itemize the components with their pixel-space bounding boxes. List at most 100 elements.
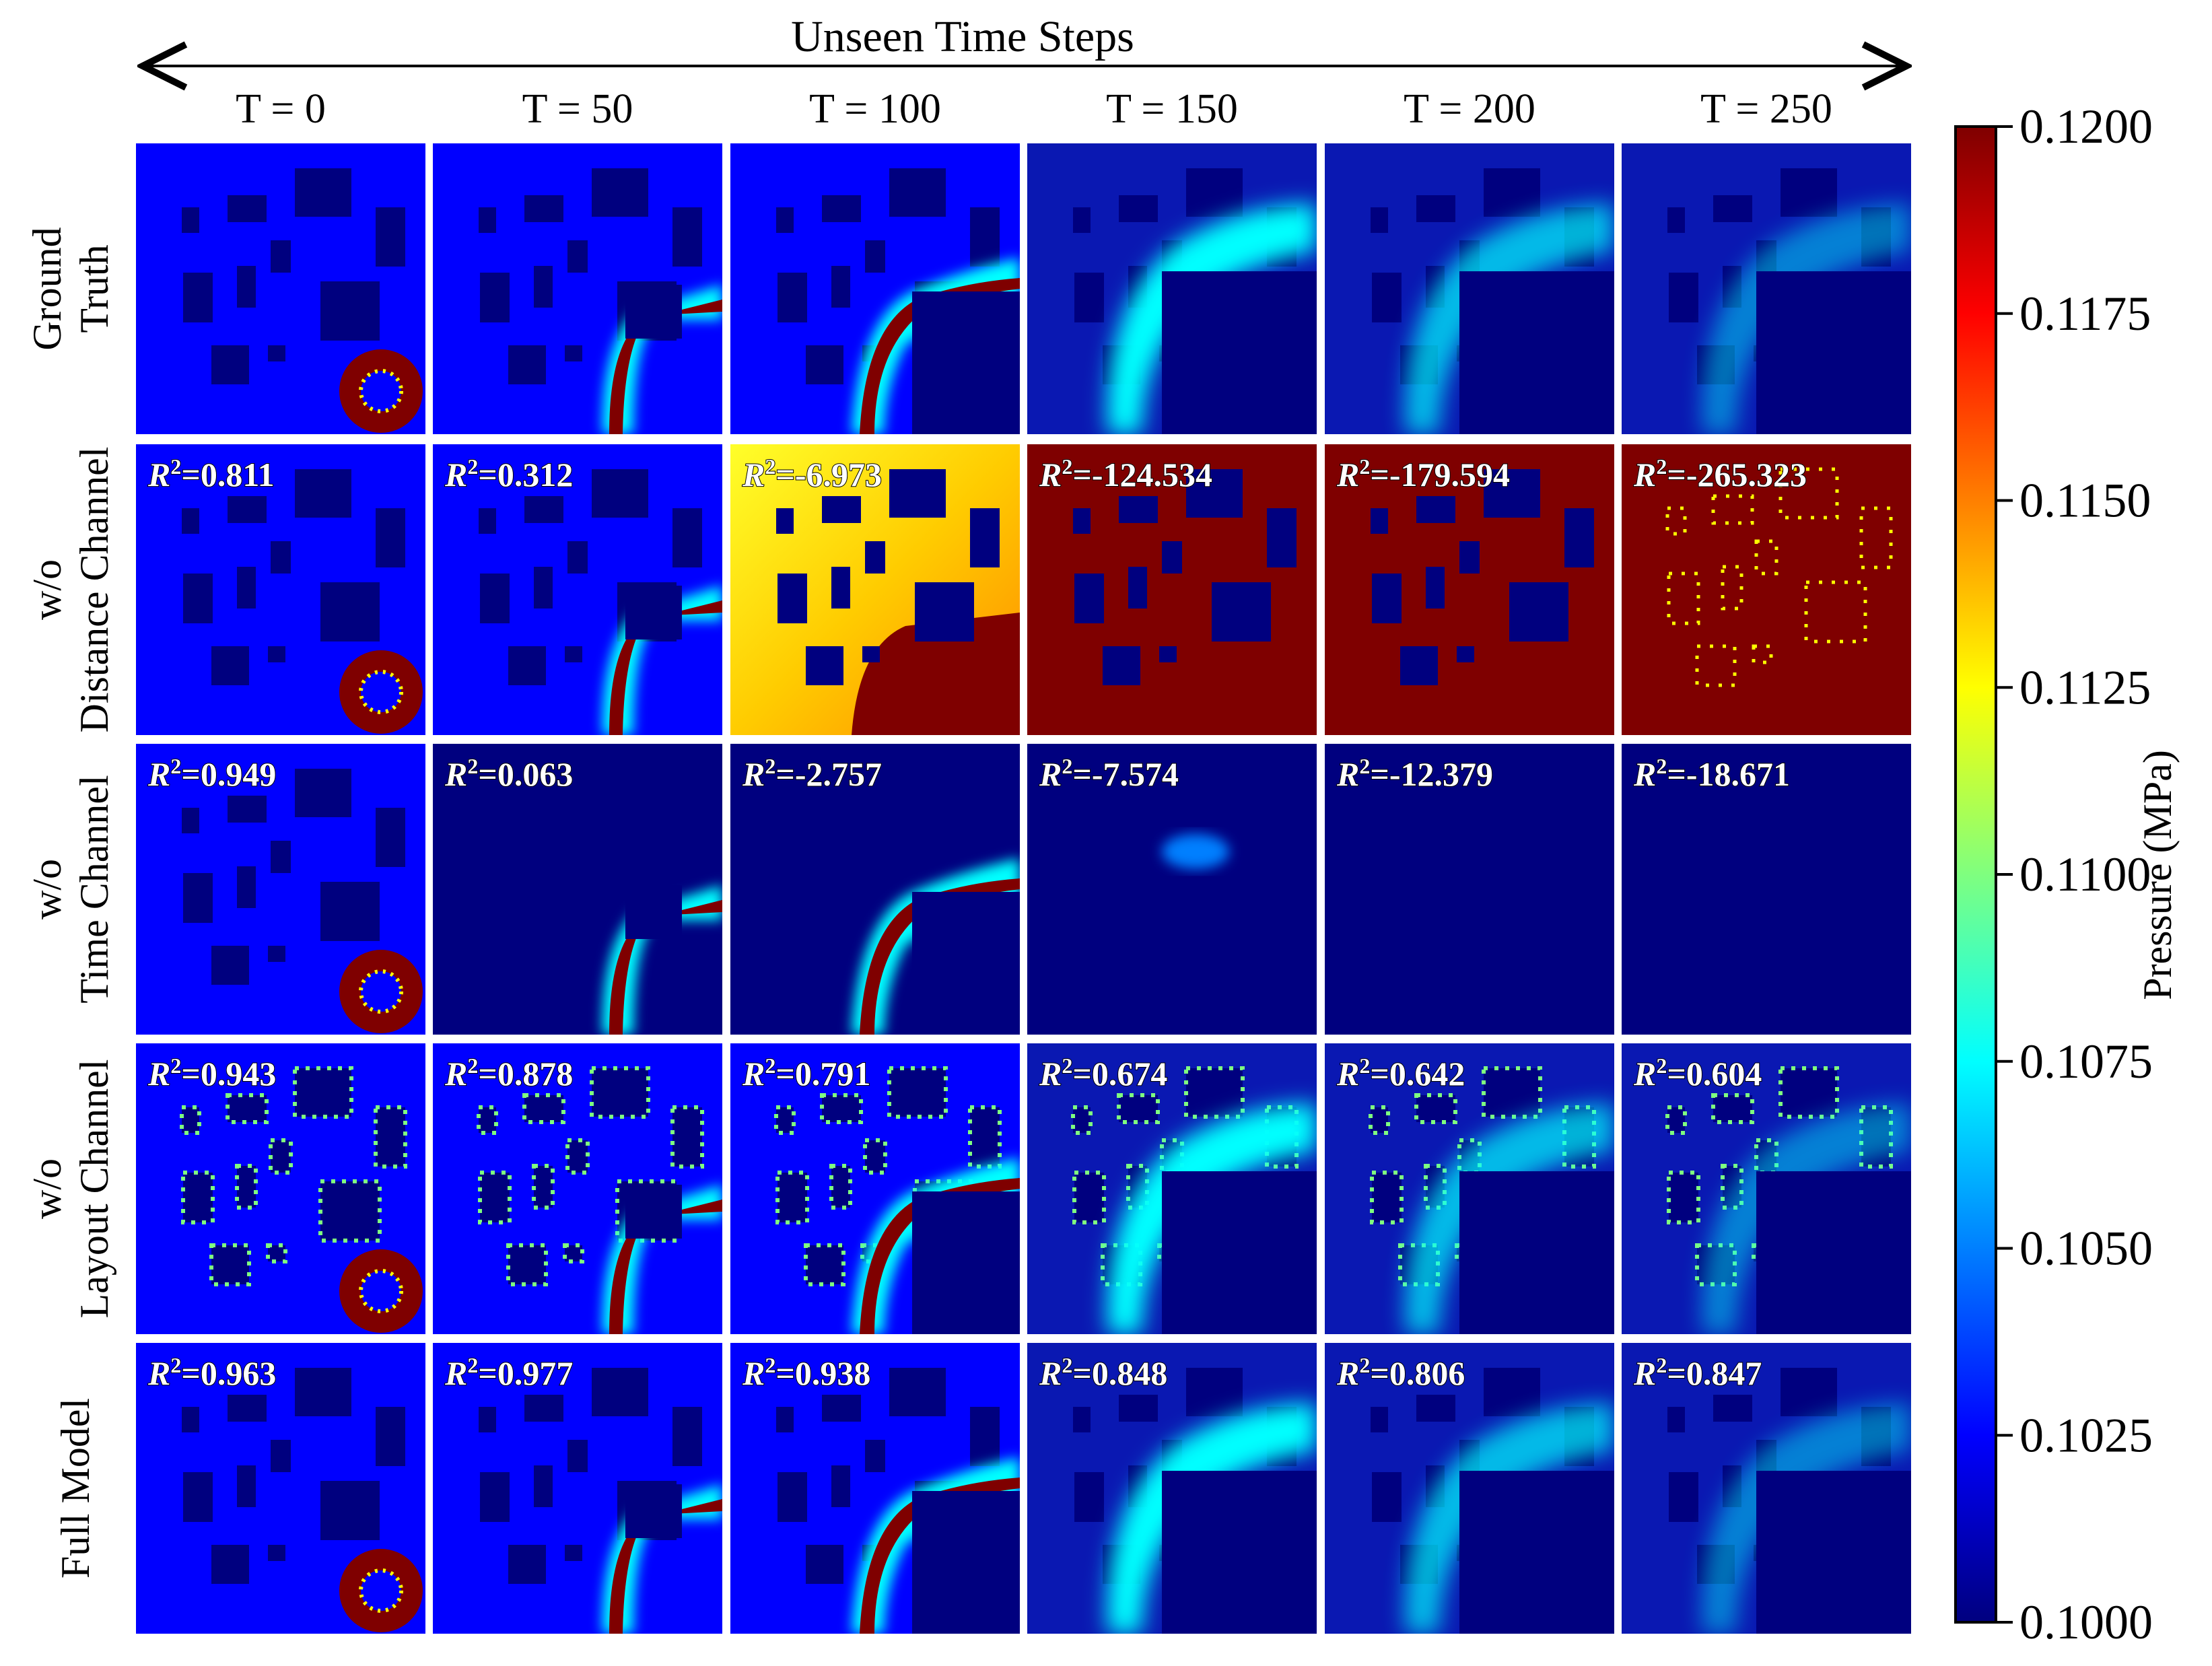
obstacle-edge [820,1093,863,1124]
obstacle [376,808,405,867]
r2-label: R2=-2.757 [742,754,882,793]
obstacle-edge [522,1093,565,1124]
obstacle [479,508,496,534]
obstacle [592,168,648,217]
pressure-wave [602,586,722,735]
heatmap-panel: R2=0.312 [433,444,722,735]
obstacle [1669,1173,1698,1222]
obstacle [865,1440,885,1472]
panel-field [1325,744,1614,1035]
column-header: T = 50 [522,86,633,132]
obstacle [1371,1407,1388,1432]
r2-label: R2=-179.594 [1336,454,1510,493]
obstacle-edge [1721,565,1743,611]
obstacle-edge [1370,1171,1404,1224]
obstacle-edge [590,1066,650,1119]
obstacle-edge [226,1093,269,1124]
r2-label: R2=0.063 [444,754,573,793]
obstacle [182,508,199,534]
heatmap-panel [1325,143,1614,434]
chart-title: Unseen Time Steps [791,12,1134,61]
wave-blocker [625,586,682,639]
row-label: w/o [25,559,69,620]
obstacle-edge [1667,571,1700,625]
r2-label: R2=0.848 [1039,1353,1167,1392]
wave-blocker [625,1185,682,1239]
obstacle [1186,168,1243,217]
obstacle [508,646,546,685]
heatmap-panel: R2=0.878 [433,1043,722,1334]
obstacle [320,882,380,941]
obstacle [970,1407,1000,1466]
obstacle-edge [1184,1066,1245,1119]
obstacle [1484,168,1540,217]
obstacle [1162,541,1182,574]
obstacle [1371,508,1388,534]
heatmap-panel: R2=-2.757 [730,744,1020,1035]
obstacle [1159,646,1177,662]
r2-label: R2=0.963 [147,1353,276,1392]
obstacle [1371,1107,1388,1133]
colorbar-tick-label: 0.1125 [2019,660,2151,714]
wave-interior [1756,1171,1911,1334]
heatmap-panel [1622,143,1911,434]
obstacle [1119,496,1158,523]
obstacle [822,1095,861,1122]
wave-halo [1107,204,1317,434]
source-core [359,369,403,413]
colorbar-gradient [1954,125,1997,1624]
obstacle [182,207,199,233]
high-pressure-region [852,613,1020,735]
obstacle [776,508,794,534]
obstacle [1073,1407,1091,1432]
obstacle [1074,273,1104,322]
obstacle [592,1068,648,1117]
obstacle-edge [1804,580,1867,644]
obstacle-edge [775,1171,809,1224]
obstacle [268,345,285,361]
obstacle-edge [1721,1164,1743,1210]
heatmap-panel [433,143,722,434]
obstacle-edge [829,1164,852,1210]
obstacle-edge [1778,467,1839,520]
obstacle [479,1407,496,1432]
pressure-wave [1405,204,1614,434]
wave-halo [1405,204,1614,434]
obstacle [508,345,546,384]
obstacle [822,496,861,523]
obstacle [182,1107,199,1133]
obstacle [1186,469,1243,518]
heatmap-panel [136,143,425,434]
r2-label: R2=-12.379 [1336,754,1493,793]
heatmap-panel: R2=0.847 [1622,1343,1911,1634]
obstacle-edge [266,1243,287,1263]
r2-label: R2=0.791 [742,1053,870,1092]
heatmap-panel: R2=0.811 [136,444,425,735]
obstacle-edge [887,1066,948,1119]
obstacle [806,646,843,685]
heatmap-panel: R2=-18.671 [1622,744,1911,1035]
wave-core [860,878,1020,1035]
obstacle [237,567,256,609]
wave-interior [1756,1471,1911,1634]
obstacle [1119,195,1158,222]
obstacle [1781,1368,1837,1416]
obstacle-edge [1859,506,1893,569]
obstacle [865,240,885,273]
column-header: T = 150 [1106,86,1238,132]
obstacle [672,1107,702,1167]
panel-field [1622,744,1911,1035]
source-core [359,969,403,1014]
obstacle [508,1545,546,1584]
wave-interior [1162,1471,1317,1634]
heatmap-panel: R2=-7.574 [1027,744,1317,1035]
row-label: Time Channel [72,775,116,1003]
r2-label: R2=0.642 [1336,1053,1465,1092]
obstacle [182,808,199,833]
obstacle [228,496,267,523]
obstacle [1400,646,1438,685]
r2-label: R2=0.949 [147,754,276,793]
obstacle [479,207,496,233]
obstacle-edge [1072,1171,1106,1224]
colorbar-tick-label: 0.1200 [2019,100,2153,153]
